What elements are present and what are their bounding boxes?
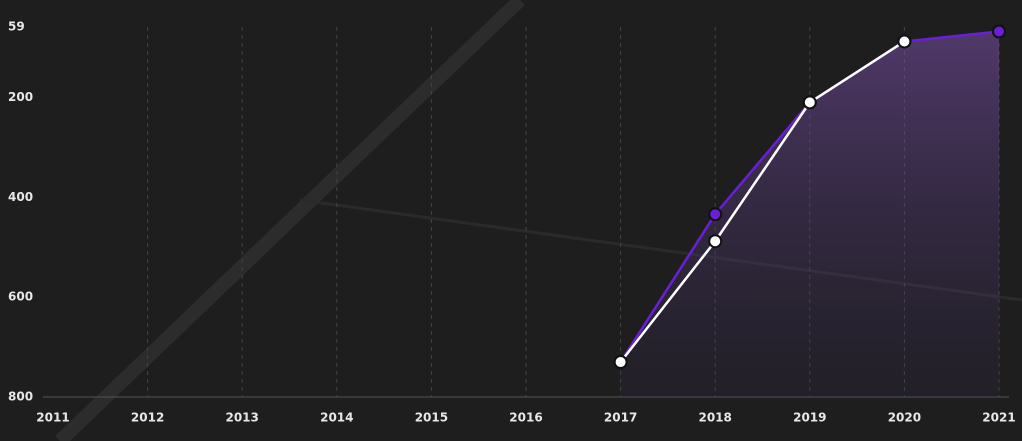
point bbox=[802, 95, 817, 110]
point bbox=[897, 34, 912, 49]
line bbox=[619, 40, 906, 363]
point bbox=[708, 207, 723, 222]
x-tick-label: 2015 bbox=[415, 411, 448, 425]
x-tick-label: 2016 bbox=[509, 411, 542, 425]
point bbox=[613, 355, 628, 370]
area bbox=[620, 31, 999, 397]
y-tick-label: 600 bbox=[8, 290, 33, 304]
y-tick-label: 59 bbox=[8, 20, 25, 34]
x-tick-label: 2019 bbox=[793, 411, 826, 425]
decoration bbox=[55, 0, 525, 441]
x-tick-label: 2013 bbox=[225, 411, 258, 425]
point bbox=[708, 234, 723, 249]
x-tick-label: 2020 bbox=[888, 411, 921, 425]
y-tick-label: 200 bbox=[8, 90, 33, 104]
point bbox=[992, 24, 1006, 39]
x-tick-label: 2014 bbox=[320, 411, 353, 425]
x-tick-label: 2021 bbox=[982, 411, 1015, 425]
x-tick-label: 2012 bbox=[131, 411, 164, 425]
y-tick-label: 800 bbox=[8, 390, 33, 404]
y-tick-label: 400 bbox=[8, 190, 33, 204]
x-tick-label: 2011 bbox=[36, 411, 69, 425]
x-tick-label: 2018 bbox=[698, 411, 731, 425]
x-tick-label: 2017 bbox=[604, 411, 637, 425]
